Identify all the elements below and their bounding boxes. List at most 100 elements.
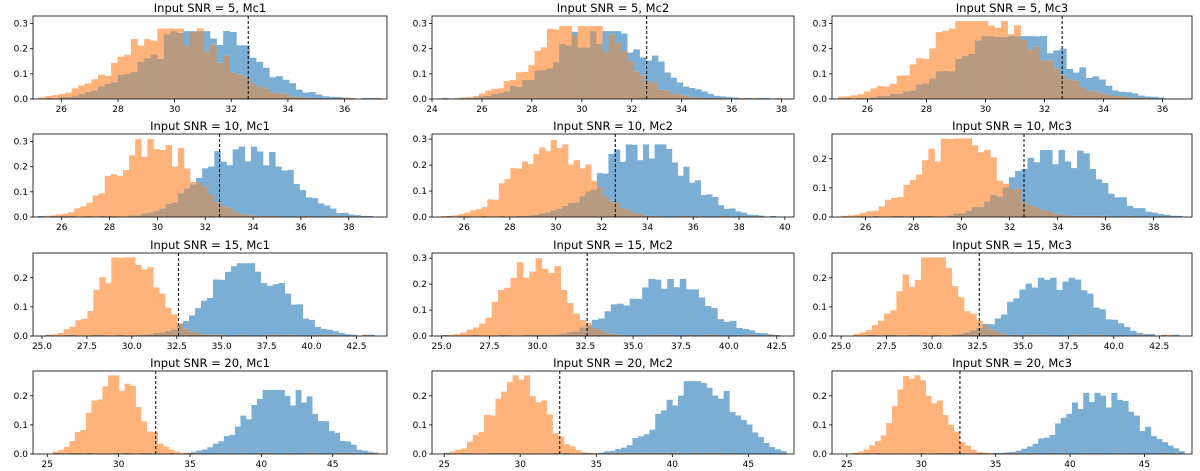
histogram-bar-blue [1111, 319, 1119, 336]
histogram-bar-overlap [190, 31, 198, 99]
histogram-bar-orange [915, 174, 923, 216]
histogram-bar-orange [475, 209, 482, 217]
histogram-bar-blue [689, 182, 696, 217]
histogram-bar-orange [510, 168, 517, 217]
histogram-bar-blue [1111, 90, 1119, 97]
histogram-bar-blue [735, 211, 742, 217]
histogram-bar-blue [230, 266, 238, 336]
x-tick-label: 30.0 [527, 342, 547, 352]
histogram-bar-overlap [976, 327, 983, 336]
histogram-bar-orange [52, 451, 59, 453]
x-tick-label: 35.0 [212, 342, 232, 352]
histogram-bar-blue [695, 381, 702, 453]
histogram-bar-blue [350, 334, 357, 336]
histogram-bar-orange [942, 30, 950, 71]
histogram-bar-overlap [742, 334, 750, 336]
histogram-bar-overlap [982, 325, 989, 336]
histogram-bar-overlap [165, 330, 172, 336]
histogram-bar-blue [1033, 36, 1041, 47]
histogram-bar-orange [596, 26, 603, 44]
histogram-bar-overlap [596, 43, 603, 99]
histogram-bar-orange [541, 400, 548, 454]
histogram-bar-blue [982, 323, 989, 326]
histogram-bar-overlap [780, 452, 787, 454]
histogram-bar-orange [953, 138, 960, 214]
x-tick-label: 38 [1148, 223, 1160, 233]
histogram-bar-blue [338, 332, 345, 336]
histogram-bar-orange [491, 301, 499, 336]
histogram-bar-overlap [633, 71, 640, 99]
histogram-bar-overlap [974, 40, 982, 99]
histogram-bar-overlap [196, 31, 204, 99]
histogram-bar-orange [984, 149, 991, 202]
histogram-bar-orange [921, 257, 928, 336]
histogram-bar-orange [153, 149, 160, 212]
histogram-bar-overlap [752, 215, 759, 217]
panel-title: Input SNR = 10, Mc1 [150, 119, 270, 133]
histogram-bar-blue [302, 318, 309, 336]
histogram-bar-orange [914, 375, 921, 454]
histogram-bar-blue [763, 442, 770, 454]
histogram-bar-orange [458, 213, 465, 216]
x-tick-label: 34 [1052, 223, 1064, 233]
histogram-bar-blue [342, 212, 349, 216]
histogram-bar-orange [461, 448, 468, 453]
histogram-bar-orange [38, 97, 46, 99]
histogram-bar-overlap [915, 215, 923, 217]
histogram-bar-overlap [65, 96, 72, 99]
histogram-bar-overlap [568, 202, 575, 217]
histogram-bar-overlap [1094, 452, 1101, 454]
histogram-bar-blue [1117, 323, 1125, 336]
histogram-bar-blue [642, 287, 649, 336]
histogram-bar-overlap [461, 452, 468, 454]
histogram-bar-blue [284, 293, 292, 335]
histogram-bar-blue [769, 215, 776, 217]
histogram-bar-blue [660, 144, 667, 217]
histogram-bar-overlap [512, 452, 519, 454]
histogram-bar-blue [671, 162, 678, 217]
histogram-bar-blue [1095, 179, 1103, 216]
histogram-bar-overlap [268, 452, 274, 454]
histogram-bar-orange [165, 307, 172, 331]
histogram-bar-orange [872, 210, 880, 216]
histogram-bar-orange [891, 197, 898, 216]
histogram-bar-overlap [190, 452, 197, 454]
y-tick-label: 0.3 [14, 20, 28, 30]
histogram-bar-orange [466, 329, 474, 336]
histogram-bar-blue [988, 324, 996, 330]
histogram-bar-overlap [955, 58, 963, 99]
histogram-bar-orange [945, 268, 953, 336]
histogram-bar-blue [37, 215, 45, 217]
histogram-bar-blue [655, 413, 662, 453]
histogram-bar-overlap [964, 332, 971, 336]
histogram-bar-overlap [686, 334, 693, 336]
histogram-bar-blue [1040, 36, 1048, 61]
histogram-bar-overlap [654, 334, 662, 336]
y-tick-label: 0.1 [813, 303, 827, 313]
histogram-bar-blue [666, 148, 673, 217]
histogram-bar-overlap [920, 452, 926, 454]
histogram-bar-overlap [935, 71, 943, 99]
histogram-bar-overlap [342, 215, 349, 217]
histogram-bar-overlap [953, 213, 960, 217]
histogram-bar-blue [245, 419, 252, 454]
histogram-bar-blue [717, 319, 724, 336]
histogram-bar-blue [649, 429, 656, 453]
histogram-bar-blue [293, 183, 300, 217]
histogram-bar-blue [236, 263, 244, 335]
histogram-bar-blue [1053, 50, 1061, 69]
histogram-bar-overlap [111, 82, 119, 99]
histogram-bar-orange [553, 29, 560, 63]
histogram-bar-blue [639, 57, 647, 76]
histogram-bar-overlap [581, 452, 588, 454]
histogram-bar-overlap [458, 215, 465, 217]
histogram-bar-overlap [968, 53, 976, 99]
histogram-bar-blue [262, 389, 269, 453]
histogram-bar-orange [841, 215, 849, 217]
histogram-bar-blue [998, 452, 1005, 454]
histogram-bar-orange [71, 88, 79, 97]
histogram-bar-overlap [93, 334, 100, 336]
y-tick-label: 0.2 [413, 280, 427, 290]
histogram-bar-orange [441, 215, 448, 217]
